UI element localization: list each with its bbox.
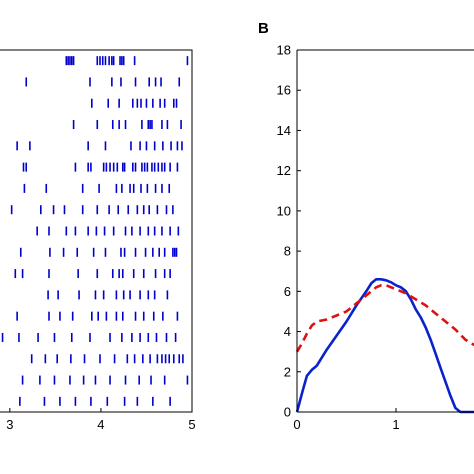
panel-b-y-tick-label: 16 [277,83,291,98]
panel-b-y-tick-label: 14 [277,123,291,138]
raster-spikes [1,56,189,406]
solid-series-line [295,278,474,414]
panel-b-y-ticks: 0 2 4 6 8 10 12 14 16 18 [277,43,301,420]
raster-x-tick-label: 5 [188,417,195,432]
raster-axes-frame [0,49,193,413]
panel-b-y-tick-label: 12 [277,163,291,178]
panel-b-y-tick-label: 2 [284,364,291,379]
panel-b-y-tick-label: 10 [277,203,291,218]
dashed-series-line [295,284,474,353]
panel-b-y-tick-label: 8 [284,244,291,259]
raster-x-ticks: 3 4 5 [6,408,196,432]
panel-b-x-tick-label: 1 [392,417,399,432]
panel-b-y-tick-label: 4 [284,324,291,339]
raster-panel: 3 4 5 [0,49,196,432]
panel-b-y-tick-label: 6 [284,284,291,299]
panel-b-series [295,278,474,414]
panel-b-y-tick-label: 18 [277,43,291,58]
raster-x-tick-label: 4 [97,417,104,432]
panel-b-x-tick-label: 0 [293,417,300,432]
panel-label-b: B [258,20,269,37]
raster-x-tick-label: 3 [6,417,13,432]
panel-b-y-tick-label: 0 [284,405,291,420]
